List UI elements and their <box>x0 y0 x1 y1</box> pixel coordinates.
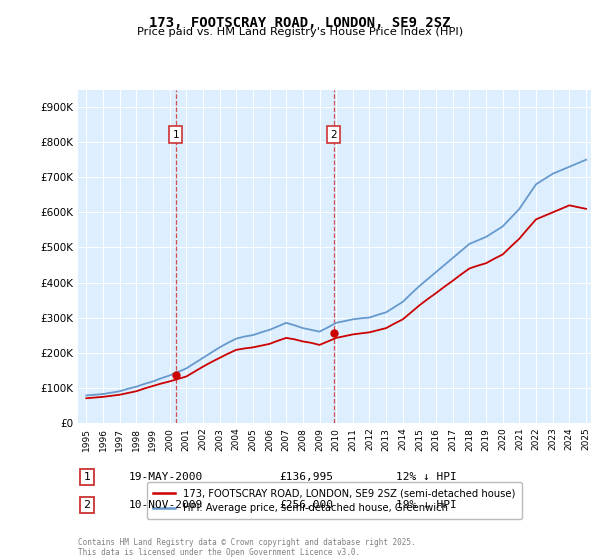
Text: 2: 2 <box>331 129 337 139</box>
Text: 10-NOV-2009: 10-NOV-2009 <box>129 500 203 510</box>
Text: 2: 2 <box>83 500 91 510</box>
Text: 1: 1 <box>173 129 179 139</box>
Text: Price paid vs. HM Land Registry's House Price Index (HPI): Price paid vs. HM Land Registry's House … <box>137 27 463 37</box>
Text: £136,995: £136,995 <box>279 472 333 482</box>
Text: £256,000: £256,000 <box>279 500 333 510</box>
Legend: 173, FOOTSCRAY ROAD, LONDON, SE9 2SZ (semi-detached house), HPI: Average price, : 173, FOOTSCRAY ROAD, LONDON, SE9 2SZ (se… <box>148 482 521 520</box>
Text: 19-MAY-2000: 19-MAY-2000 <box>129 472 203 482</box>
Text: Contains HM Land Registry data © Crown copyright and database right 2025.
This d: Contains HM Land Registry data © Crown c… <box>78 538 416 557</box>
Text: 12% ↓ HPI: 12% ↓ HPI <box>396 472 457 482</box>
Text: 173, FOOTSCRAY ROAD, LONDON, SE9 2SZ: 173, FOOTSCRAY ROAD, LONDON, SE9 2SZ <box>149 16 451 30</box>
Text: 19% ↓ HPI: 19% ↓ HPI <box>396 500 457 510</box>
Text: 1: 1 <box>83 472 91 482</box>
